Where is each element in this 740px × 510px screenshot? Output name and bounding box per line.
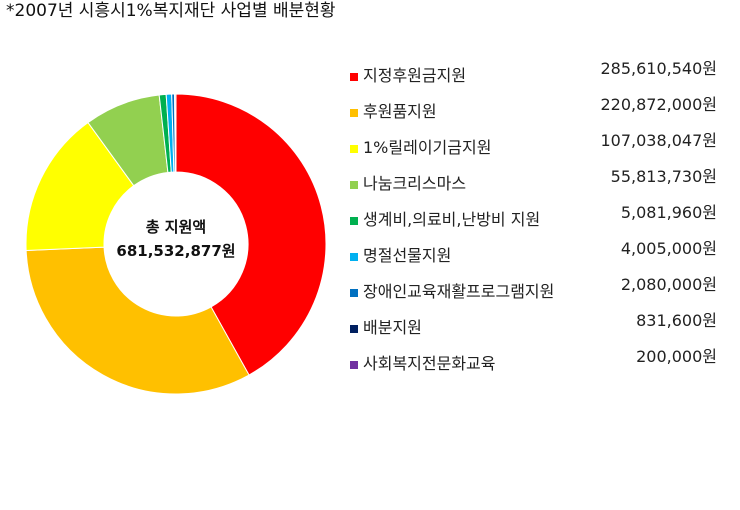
donut-slice-2 — [25, 246, 250, 395]
legend-value: 200,000원 — [636, 347, 717, 366]
legend-label: 배분지원 — [363, 318, 422, 337]
legend-value: 5,081,960원 — [620, 203, 717, 222]
legend-label: 나눔크리스마스 — [363, 174, 467, 193]
donut-slices — [25, 93, 327, 395]
legend-value: 4,005,000원 — [620, 239, 717, 258]
legend-item: 지정후원금지원 285,610,540원 — [350, 59, 725, 96]
legend-item: 사회복지전문화교육 200,000원 — [350, 347, 725, 384]
legend-value: 220,872,000원 — [600, 95, 717, 114]
legend-item: 생계비,의료비,난방비 지원 5,081,960원 — [350, 203, 725, 240]
legend-value: 55,813,730원 — [610, 167, 717, 186]
legend-label: 사회복지전문화교육 — [363, 354, 496, 373]
legend-label: 후원품지원 — [363, 102, 437, 121]
legend-swatch — [350, 181, 358, 189]
chart-title: *2007년 시흥시1%복지재단 사업별 배분현황 — [6, 1, 336, 21]
total-value: 681,532,877원 — [116, 242, 236, 260]
legend-label: 장애인교육재활프로그램지원 — [363, 282, 555, 301]
legend-label: 명절선물지원 — [363, 246, 452, 265]
legend-swatch — [350, 217, 358, 225]
legend-swatch — [350, 289, 358, 297]
legend-swatch — [350, 145, 358, 153]
legend-item: 배분지원 831,600원 — [350, 311, 725, 348]
legend-value: 107,038,047원 — [600, 131, 717, 150]
legend-swatch — [350, 325, 358, 333]
legend-label: 1%릴레이기금지원 — [363, 138, 492, 157]
legend-item: 나눔크리스마스 55,813,730원 — [350, 167, 725, 204]
donut-slice-1 — [175, 93, 327, 376]
legend-swatch — [350, 253, 358, 261]
legend-swatch — [350, 109, 358, 117]
legend-value: 285,610,540원 — [600, 59, 717, 78]
legend-item: 후원품지원 220,872,000원 — [350, 95, 725, 132]
legend-swatch — [350, 73, 358, 81]
legend-value: 831,600원 — [636, 311, 717, 330]
legend-label: 생계비,의료비,난방비 지원 — [363, 210, 541, 229]
legend-label: 지정후원금지원 — [363, 66, 467, 85]
legend-item: 장애인교육재활프로그램지원 2,080,000원 — [350, 275, 725, 312]
legend-item: 명절선물지원 4,005,000원 — [350, 239, 725, 276]
legend-value: 2,080,000원 — [620, 275, 717, 294]
legend-item: 1%릴레이기금지원 107,038,047원 — [350, 131, 725, 168]
total-label: 총 지원액 — [145, 218, 207, 236]
donut-center-label: 총 지원액 681,532,877원 — [106, 215, 246, 263]
legend-swatch — [350, 361, 358, 369]
